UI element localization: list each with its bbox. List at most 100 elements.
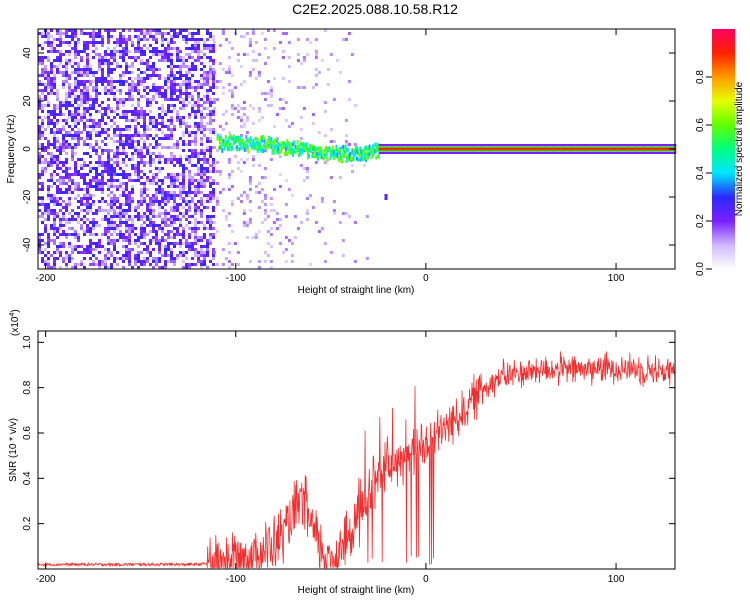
carrier-core [467,147,470,151]
noise-cell [128,179,131,182]
noise-cell [185,224,188,227]
noise-cell [95,134,98,137]
carrier-core [408,147,411,151]
noise-cell [203,173,206,176]
noise-cell [263,98,267,101]
noise-cell [353,104,357,107]
noise-cell [116,50,119,53]
carrier-cell [370,147,373,152]
noise-cell [203,227,206,230]
carrier-cell [343,154,346,158]
y-tick-label: 0 [22,146,33,152]
noise-cell [188,95,191,98]
noise-cell [77,236,80,239]
noise-cell [92,248,95,251]
noise-cell [254,185,258,188]
noise-cell [134,140,137,143]
noise-cell [110,182,113,185]
noise-cell [188,86,191,89]
noise-cell [302,56,306,59]
noise-cell [47,77,50,80]
noise-cell [179,89,182,92]
carrier-cell [228,146,231,151]
noise-cell [113,128,116,131]
noise-cell [149,206,152,209]
noise-cell [170,254,173,257]
noise-cell [89,71,92,74]
carrier-cell [328,147,331,152]
carrier-cell [254,145,257,150]
noise-cell [140,233,143,236]
noise-cell [56,227,59,230]
noise-cell [170,260,173,263]
noise-cell [179,173,182,176]
noise-cell [143,128,146,131]
noise-cell [113,212,116,215]
noise-cell [167,233,170,236]
noise-cell [248,209,252,212]
noise-cell [98,131,101,134]
noise-cell [104,182,107,185]
noise-cell [155,233,158,236]
noise-cell [59,107,62,110]
noise-cell [44,167,47,170]
noise-cell [140,197,143,200]
noise-cell [110,164,113,167]
noise-cell [167,224,170,227]
noise-cell [137,254,140,257]
noise-cell [95,101,98,104]
noise-cell [191,152,194,155]
noise-cell [143,257,146,260]
carrier-cell [216,133,219,138]
carrier-cell [296,139,299,144]
noise-cell [212,164,216,167]
noise-cell [284,119,288,122]
noise-cell [59,266,62,269]
noise-cell [89,32,92,35]
noise-cell [98,77,101,80]
noise-cell [95,224,98,227]
noise-cell [179,56,182,59]
carrier-cell [377,154,380,159]
noise-cell [59,128,62,131]
carrier-core [430,147,433,151]
noise-cell [170,209,173,212]
noise-cell [158,260,161,263]
noise-cell [269,203,273,206]
carrier-cell [324,153,326,158]
noise-cell [158,215,161,218]
noise-cell [194,125,197,128]
noise-cell [134,35,137,38]
noise-cell [41,260,44,263]
noise-cell [137,164,140,167]
noise-cell [89,221,92,224]
noise-cell [38,74,41,77]
noise-cell [248,176,252,179]
carrier-cell [281,141,284,146]
noise-cell [107,92,110,95]
noise-cell [206,254,209,257]
noise-cell [47,35,50,38]
noise-cell [215,197,219,200]
noise-cell [203,182,206,185]
carrier-cell [340,153,342,158]
noise-cell [173,89,176,92]
noise-cell [128,143,131,146]
noise-cell [74,122,77,125]
carrier-cell [320,155,323,160]
noise-cell [47,83,50,86]
carrier-core [548,147,551,151]
noise-cell [65,29,68,32]
noise-cell [80,74,83,77]
noise-cell [92,104,95,107]
noise-cell [239,200,243,203]
noise-cell [239,35,243,38]
carrier-cell [309,144,312,149]
noise-cell [230,230,234,233]
noise-cell [212,59,215,62]
carrier-cell [330,152,333,157]
noise-cell [197,191,200,194]
carrier-cell [361,152,364,157]
noise-cell [344,38,348,41]
noise-cell [194,143,197,146]
